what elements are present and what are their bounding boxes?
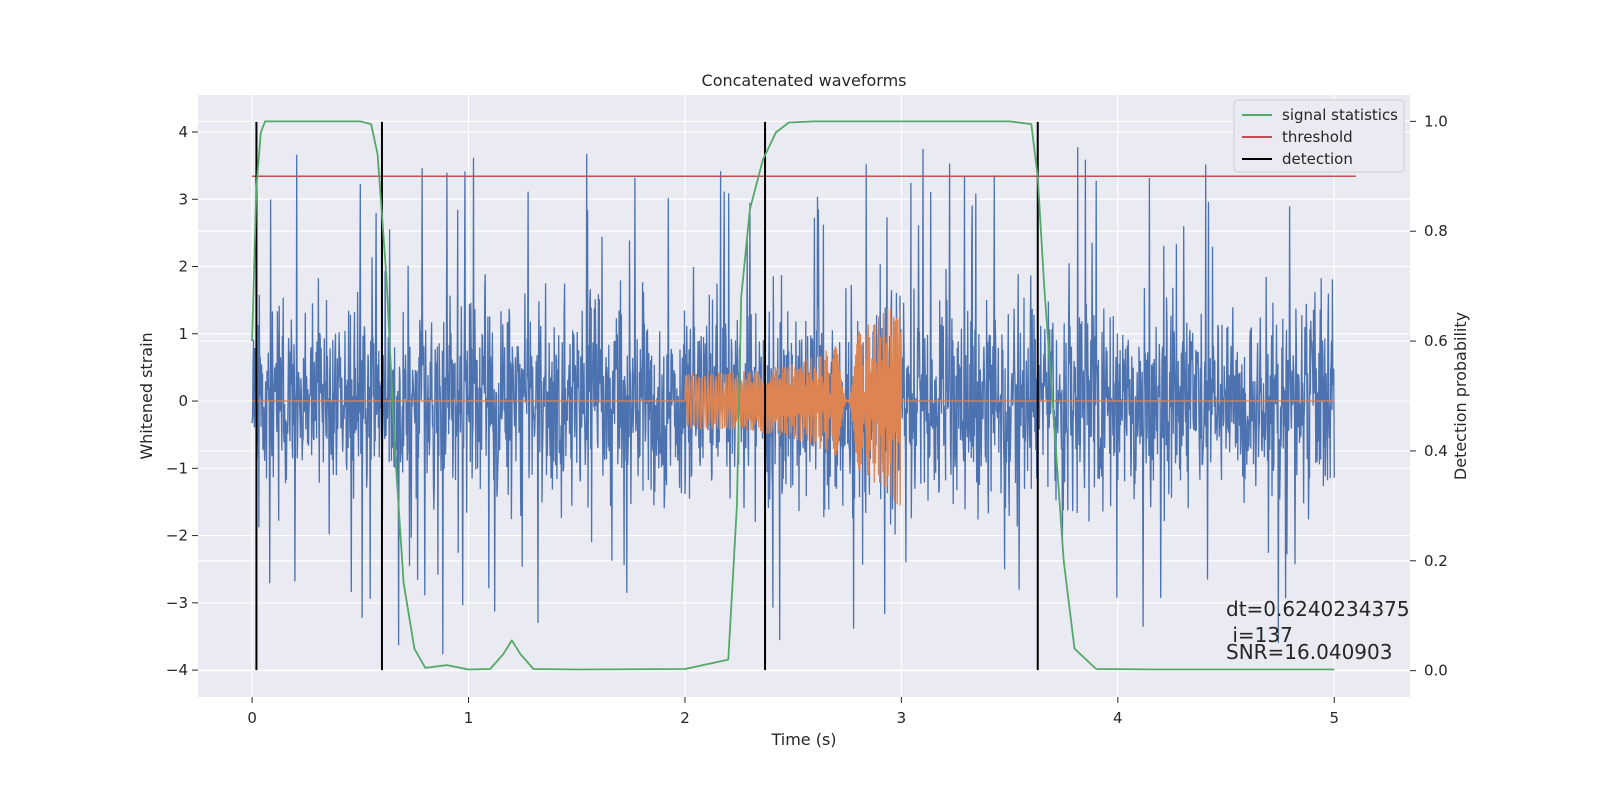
legend-label: detection [1282, 150, 1353, 168]
y-axis-left: −4 −3 −2 −1 0 1 2 3 4 [166, 123, 198, 679]
x-tick-label: 0 [247, 709, 257, 727]
y-right-tick-label: 0.6 [1424, 332, 1448, 350]
y-left-tick-label: 2 [178, 258, 188, 276]
chart-title: Concatenated waveforms [702, 71, 907, 90]
y-right-tick-label: 1.0 [1424, 112, 1448, 130]
annotation-index: i=137 [1226, 623, 1293, 647]
y-right-tick-label: 0.8 [1424, 222, 1448, 240]
signal-statistics-line [251, 120, 1335, 671]
y-left-tick-label: 1 [178, 325, 188, 343]
y-left-tick-label: −1 [166, 459, 188, 477]
x-tick-label: 2 [680, 709, 690, 727]
y-axis-left-label: Whitened strain [137, 332, 156, 459]
y-left-tick-label: 0 [178, 392, 188, 410]
annotation-dt: dt=0.6240234375 [1226, 597, 1410, 621]
legend-label: signal statistics [1282, 106, 1398, 124]
legend-label: threshold [1282, 128, 1353, 146]
y-left-tick-label: −2 [166, 527, 188, 545]
x-tick-label: 4 [1113, 709, 1123, 727]
x-axis: 0 1 2 3 4 5 [247, 697, 1339, 727]
legend-box [1233, 99, 1405, 173]
y-axis-right: 0.0 0.2 0.4 0.6 0.8 1.0 [1410, 112, 1448, 680]
x-tick-label: 5 [1329, 709, 1339, 727]
signal-statistics-series [251, 120, 1335, 671]
chirp-series [252, 307, 1335, 506]
y-left-tick-label: −3 [166, 594, 188, 612]
y-right-tick-label: 0.2 [1424, 552, 1448, 570]
y-right-tick-label: 0.0 [1424, 662, 1448, 680]
chirp-line [252, 307, 1335, 506]
annotation-snr: SNR=16.040903 [1226, 640, 1392, 664]
y-left-tick-label: 3 [178, 190, 188, 208]
y-left-tick-label: 4 [178, 123, 188, 141]
x-tick-label: 1 [464, 709, 474, 727]
x-axis-label: Time (s) [770, 730, 836, 749]
legend: signal statistics threshold detection [1233, 99, 1405, 173]
y-axis-right-label: Detection probability [1451, 312, 1470, 480]
x-tick-label: 3 [897, 709, 907, 727]
y-left-tick-label: −4 [166, 661, 188, 679]
y-right-tick-label: 0.4 [1424, 442, 1448, 460]
